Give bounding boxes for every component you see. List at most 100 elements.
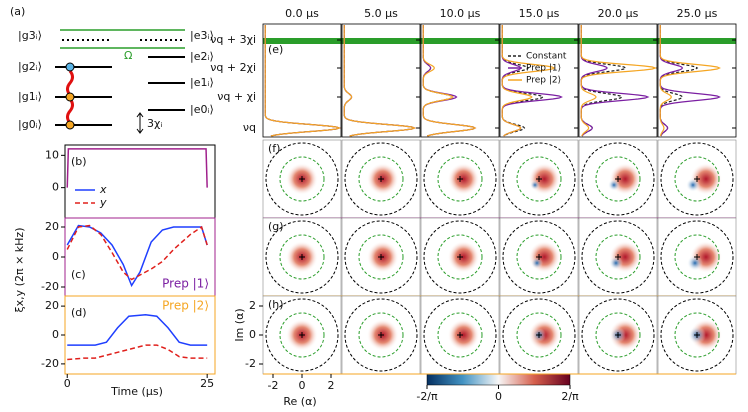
outer-ring bbox=[344, 220, 418, 294]
inner-ring bbox=[595, 312, 641, 358]
re-tick-label: -2 bbox=[268, 379, 279, 392]
legend-label: Prep |2⟩ bbox=[526, 76, 561, 86]
wigner-blob bbox=[686, 178, 700, 192]
center-cross bbox=[378, 176, 384, 182]
shift-label: 3χᵢ bbox=[147, 117, 162, 130]
outer-ring bbox=[502, 220, 576, 294]
im-axis-label: Im (α) bbox=[233, 308, 246, 341]
level-label: |g1ᵢ⟩ bbox=[18, 90, 42, 103]
center-cross bbox=[457, 332, 463, 338]
inner-ring bbox=[595, 234, 641, 280]
spectrum-frame bbox=[578, 23, 658, 138]
outer-ring bbox=[344, 298, 418, 372]
wigner-frame bbox=[420, 217, 500, 297]
time-title: 0.0 μs bbox=[285, 7, 319, 20]
center-cross bbox=[378, 332, 384, 338]
center-cross bbox=[536, 254, 542, 260]
inner-ring bbox=[674, 312, 720, 358]
outer-ring bbox=[660, 142, 734, 216]
time-title: 25.0 μs bbox=[677, 7, 718, 20]
panel-label: (f) bbox=[268, 142, 280, 155]
outer-ring bbox=[502, 298, 576, 372]
legend-label: Prep |1⟩ bbox=[526, 64, 561, 74]
inner-ring bbox=[674, 234, 720, 280]
y-axis-label: ξx,y (2π × kHz) bbox=[13, 228, 26, 313]
spectrum-line bbox=[343, 25, 417, 137]
inner-ring bbox=[437, 156, 483, 202]
series-line bbox=[67, 344, 208, 361]
center-cross bbox=[378, 254, 384, 260]
omega-label: Ω bbox=[124, 49, 132, 62]
colorbar-tick-label: -2/π bbox=[416, 390, 438, 403]
inner-ring bbox=[674, 156, 720, 202]
re-tick-label: 2 bbox=[328, 379, 335, 392]
y-tick-label: 0 bbox=[52, 181, 59, 194]
panel-frame bbox=[64, 144, 216, 219]
re-tick-label: 0 bbox=[299, 379, 306, 392]
wigner-blob bbox=[447, 163, 480, 195]
panel-label: (g) bbox=[268, 220, 284, 233]
level-diagram: (a) |g0ᵢ⟩ |g1ᵢ⟩ |g2ᵢ⟩ |g3ᵢ⟩ |e0ᵢ⟩ |e1ᵢ⟩ … bbox=[10, 5, 214, 134]
outer-ring bbox=[581, 298, 655, 372]
wigner-blob bbox=[530, 180, 540, 190]
spectrum-line bbox=[501, 25, 556, 137]
level-tick-label: νq bbox=[243, 121, 256, 134]
center-cross bbox=[299, 176, 305, 182]
level-tick-label: νq + 2χi bbox=[210, 61, 256, 74]
outer-ring bbox=[581, 142, 655, 216]
spectrum-line bbox=[264, 25, 342, 137]
legend-label: x bbox=[99, 183, 107, 196]
series-line bbox=[66, 224, 208, 288]
inner-ring bbox=[516, 312, 562, 358]
panel-label: (b) bbox=[71, 155, 87, 168]
inner-ring bbox=[358, 312, 404, 358]
outer-ring bbox=[265, 220, 339, 294]
legend-label: Constant bbox=[526, 52, 567, 62]
center-cross bbox=[615, 332, 621, 338]
y-tick-label: 20 bbox=[45, 220, 59, 233]
outer-ring bbox=[502, 142, 576, 216]
outer-ring bbox=[660, 298, 734, 372]
inner-ring bbox=[595, 156, 641, 202]
time-title: 15.0 μs bbox=[519, 7, 560, 20]
wigner-blob bbox=[531, 257, 543, 269]
spectrum-line bbox=[659, 25, 721, 137]
center-cross bbox=[536, 176, 542, 182]
time-title: 20.0 μs bbox=[598, 7, 639, 20]
inner-ring bbox=[437, 312, 483, 358]
wigner-blob bbox=[528, 241, 561, 273]
x-tick-label: 0 bbox=[64, 377, 71, 390]
panel-label: (h) bbox=[268, 298, 284, 311]
spectrum-frame bbox=[262, 23, 342, 138]
outer-ring bbox=[423, 298, 497, 372]
wigner-blob bbox=[447, 319, 480, 351]
y-tick-label: 20 bbox=[45, 299, 59, 312]
level-label: |e3ᵢ⟩ bbox=[190, 29, 214, 42]
center-cross bbox=[457, 176, 463, 182]
panel-label: (d) bbox=[71, 306, 87, 319]
spectrum-line bbox=[580, 25, 658, 137]
wigner-frame bbox=[262, 139, 342, 219]
level-label: |e2ᵢ⟩ bbox=[190, 50, 214, 63]
outer-ring bbox=[660, 220, 734, 294]
colorbar bbox=[426, 373, 571, 386]
outer-ring bbox=[265, 142, 339, 216]
inner-ring bbox=[279, 234, 325, 280]
level-tick-label: νq + χi bbox=[217, 90, 256, 103]
inner-ring bbox=[516, 156, 562, 202]
colorbar-tick-label: 0 bbox=[495, 390, 502, 403]
spectrum-frame bbox=[341, 23, 421, 138]
outer-ring bbox=[265, 298, 339, 372]
y-tick-label: 10 bbox=[45, 148, 59, 161]
series-line bbox=[66, 224, 208, 281]
colorbar-tick-label: 2/π bbox=[561, 390, 579, 403]
y-tick-label: -20 bbox=[41, 280, 59, 293]
x-tick-label: 25 bbox=[200, 377, 214, 390]
re-axis-label: Re (α) bbox=[283, 395, 316, 408]
panel-label: (e) bbox=[268, 43, 283, 56]
series-line bbox=[67, 314, 208, 346]
panel-label: (c) bbox=[71, 268, 86, 281]
center-cross bbox=[299, 254, 305, 260]
wigner-blob bbox=[687, 255, 703, 271]
